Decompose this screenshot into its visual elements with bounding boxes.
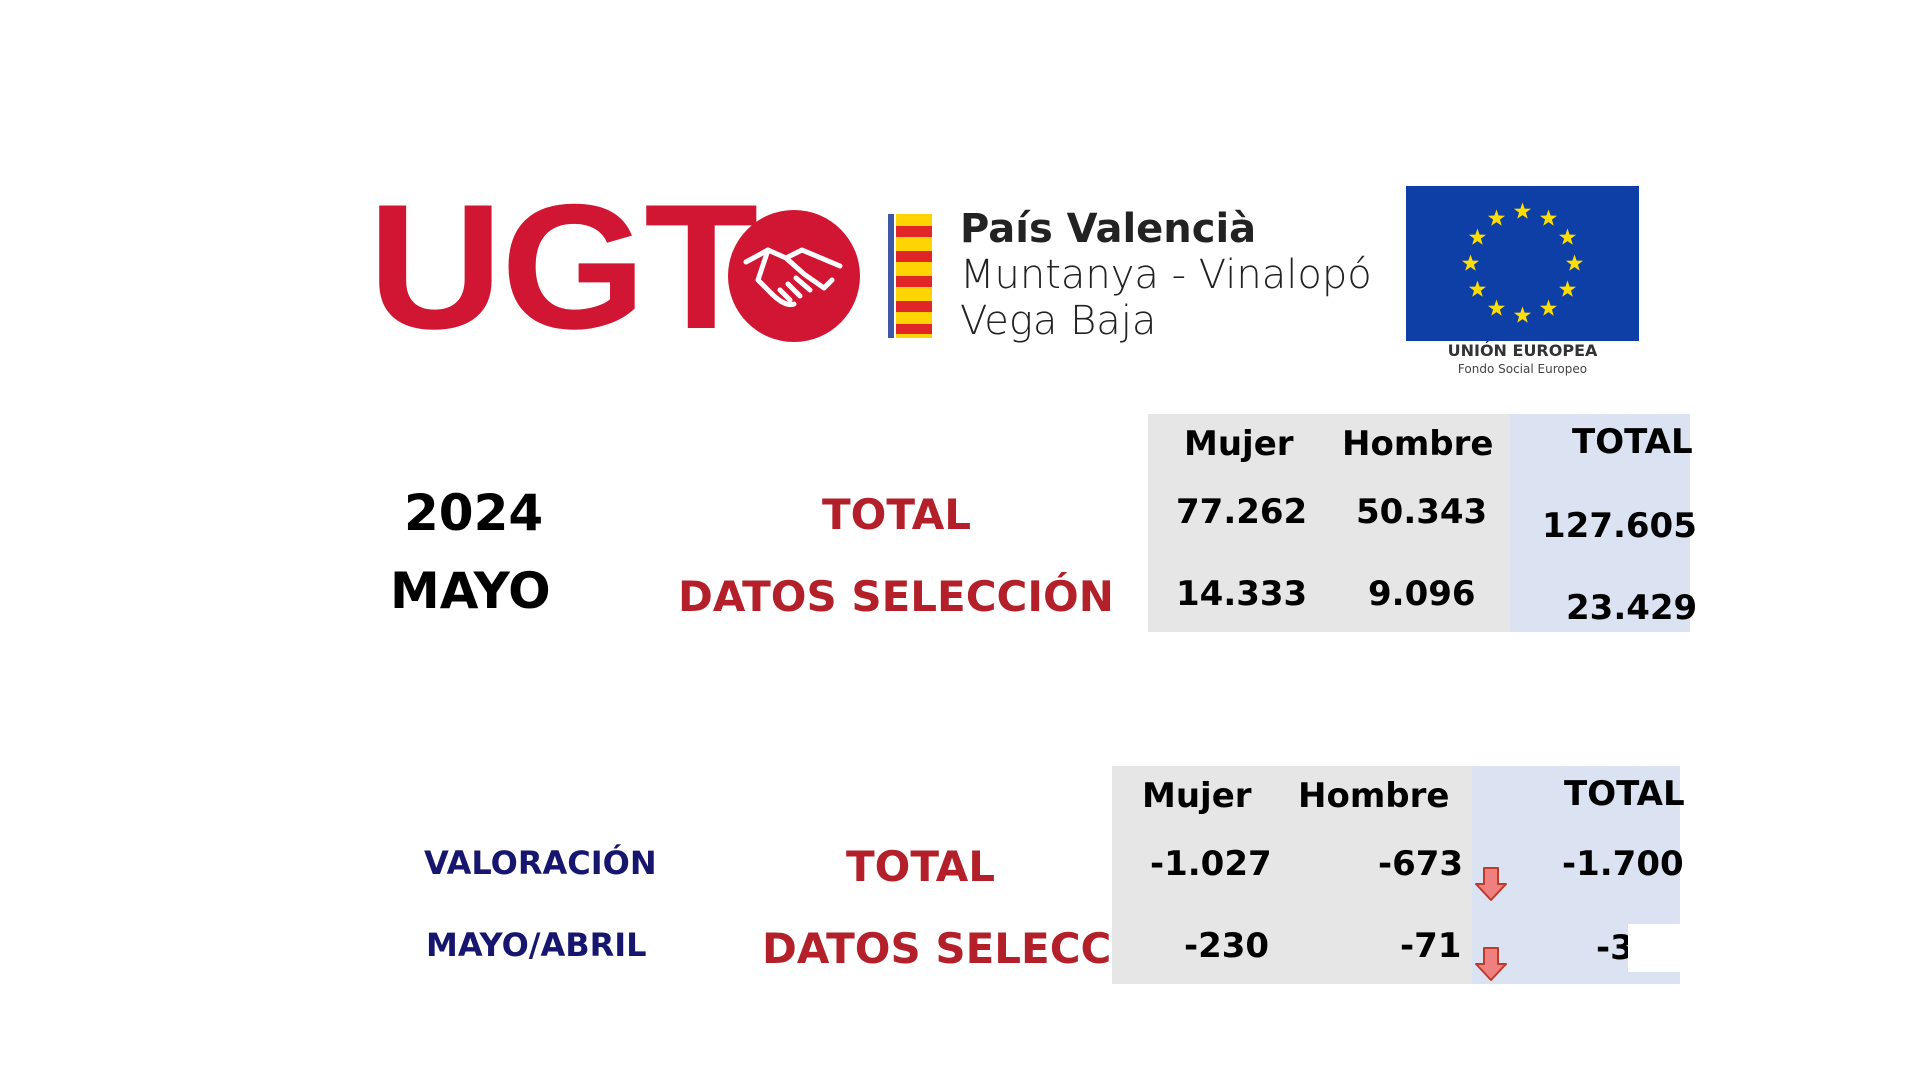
region-line-1: País Valencià — [960, 206, 1257, 252]
region-line-2: Muntanya - Vinalopó — [960, 252, 1372, 298]
row-label-datos-seleccion: DATOS SELECCIÓN — [678, 572, 1114, 621]
eu-star-icon — [1565, 254, 1584, 271]
eu-star-icon — [1468, 280, 1487, 297]
eu-star-icon — [1487, 299, 1506, 316]
table2-gray-bg — [1112, 766, 1472, 984]
table1-r1-mujer: 77.262 — [1176, 492, 1308, 532]
eu-flag-icon — [1406, 186, 1639, 341]
table2-header-mujer: Mujer — [1142, 776, 1252, 816]
table2-r2-mujer: -230 — [1184, 926, 1270, 966]
eu-subtitle: Fondo Social Europeo — [1457, 362, 1588, 376]
eu-star-icon — [1487, 209, 1506, 226]
table2-r2-total: -3 — [1596, 928, 1634, 968]
eu-star-icon — [1468, 228, 1487, 245]
table2-header-total: TOTAL — [1564, 774, 1685, 814]
eu-star-icon — [1558, 280, 1577, 297]
table2-r1-hombre: -673 — [1378, 844, 1464, 884]
eu-star-icon — [1513, 306, 1532, 323]
eu-star-icon — [1513, 202, 1532, 219]
handshake-icon — [728, 210, 860, 342]
table2-r2-hombre: -71 — [1400, 926, 1462, 966]
eu-title: UNIÓN EUROPEA — [1447, 341, 1598, 360]
eu-star-icon — [1539, 209, 1558, 226]
region-name: País Valencià Muntanya - Vinalopó Vega B… — [960, 206, 1372, 344]
eu-star-icon — [1558, 228, 1577, 245]
year-label: 2024 — [404, 484, 544, 542]
table1-r1-hombre: 50.343 — [1356, 492, 1488, 532]
obscured-area — [1628, 924, 1684, 972]
down-arrow-icon — [1475, 947, 1507, 981]
table1-header-total: TOTAL — [1572, 422, 1693, 462]
month-label: MAYO — [390, 562, 551, 620]
table1-gray-bg — [1148, 414, 1510, 632]
table1-r1-total: 127.605 — [1542, 506, 1697, 546]
table1-header-mujer: Mujer — [1184, 424, 1294, 464]
table1-r2-hombre: 9.096 — [1368, 574, 1476, 614]
valencia-flag-icon — [888, 214, 932, 338]
valoracion-label: VALORACIÓN — [424, 844, 657, 882]
row-label-total: TOTAL — [822, 490, 972, 539]
ugt-logo-text: UGT — [368, 167, 758, 366]
table2-header-hombre: Hombre — [1298, 776, 1450, 816]
table1-header-hombre: Hombre — [1342, 424, 1494, 464]
eu-star-icon — [1461, 254, 1480, 271]
region-line-3: Vega Baja — [960, 298, 1157, 344]
table2-r1-total: -1.700 — [1562, 844, 1684, 884]
table1-r2-total: 23.429 — [1566, 588, 1698, 628]
mayo-abril-label: MAYO/ABRIL — [426, 926, 647, 964]
table1-r2-mujer: 14.333 — [1176, 574, 1308, 614]
eu-star-icon — [1539, 299, 1558, 316]
table1-blue-bg — [1510, 414, 1690, 632]
row2-label-total: TOTAL — [846, 842, 996, 891]
row2-label-datos-selecc: DATOS SELECC — [762, 924, 1112, 973]
table2-r1-mujer: -1.027 — [1150, 844, 1272, 884]
down-arrow-icon — [1475, 867, 1507, 901]
